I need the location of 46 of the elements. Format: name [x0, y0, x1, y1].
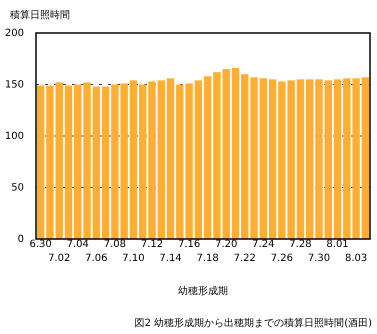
x-tick-label: 7.30 — [308, 253, 330, 264]
bar — [166, 78, 174, 239]
bar — [343, 78, 351, 239]
x-tick-label: 8.01 — [326, 239, 349, 250]
bar — [315, 79, 323, 239]
x-tick-label: 7.06 — [85, 253, 108, 264]
x-tick-label: 7.08 — [104, 239, 126, 250]
y-tick-label: 150 — [4, 80, 24, 91]
x-tick-label: 7.02 — [48, 253, 70, 264]
bar — [92, 86, 100, 239]
y-tick-label: 200 — [4, 28, 24, 40]
bar — [260, 78, 268, 239]
y-axis-title: 積算日照時間 — [10, 9, 70, 21]
bar — [55, 82, 63, 239]
bar — [138, 84, 146, 239]
x-tick-label: 7.16 — [178, 239, 200, 250]
bar — [158, 80, 165, 239]
x-tick-label: 7.28 — [289, 239, 312, 250]
x-tick-label: 8.03 — [344, 253, 368, 264]
y-tick-label: 0 — [18, 234, 24, 246]
bar — [324, 80, 332, 239]
x-tick-label: 7.10 — [122, 253, 145, 264]
y-tick-label: 100 — [4, 131, 24, 142]
bar — [334, 79, 342, 239]
x-tick-label: 7.12 — [140, 239, 164, 250]
x-axis-title: 幼穂形成期 — [178, 285, 228, 297]
bar — [232, 68, 240, 239]
bar — [250, 77, 258, 239]
x-tick-label: 7.04 — [66, 239, 89, 250]
bar — [176, 84, 184, 239]
y-tick-label: 50 — [11, 182, 24, 194]
x-tick-label: 7.18 — [196, 253, 219, 264]
bar — [74, 84, 82, 239]
x-tick-label: 7.22 — [234, 253, 256, 264]
bar — [64, 86, 72, 239]
x-tick-label: 6.30 — [30, 239, 52, 250]
bar — [222, 69, 230, 239]
x-tick-label: 7.20 — [215, 239, 238, 250]
bar — [148, 81, 156, 239]
x-tick-label: 7.24 — [252, 239, 274, 250]
x-tick-label: 7.14 — [159, 253, 182, 264]
x-tick-label: 7.26 — [270, 253, 293, 264]
bar — [306, 79, 314, 239]
bar — [83, 82, 91, 239]
bar — [241, 74, 248, 239]
text: 図2 幼穂形成期から出穂期までの積算日照時間(酒田) — [134, 317, 372, 329]
